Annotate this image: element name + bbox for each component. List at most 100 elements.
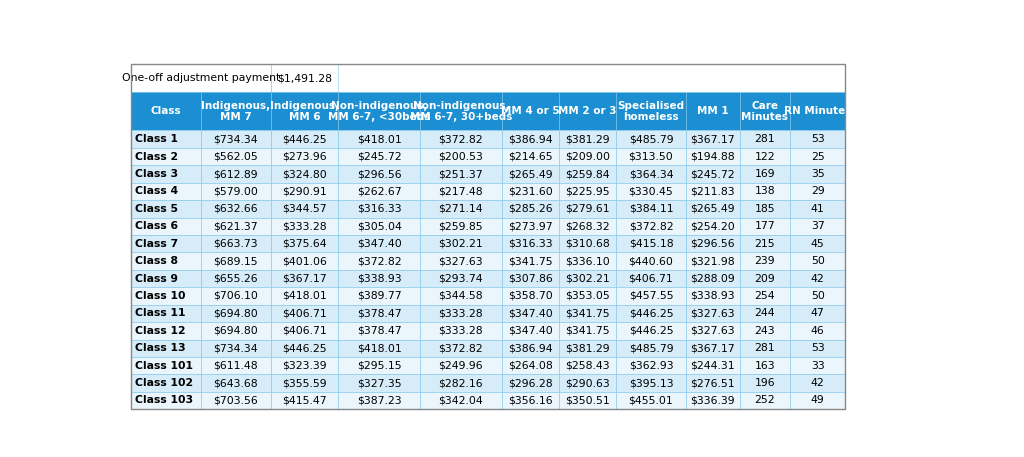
Text: $632.66: $632.66	[214, 204, 258, 214]
Bar	[270, 235, 338, 252]
Bar	[790, 92, 846, 131]
Bar	[270, 374, 338, 392]
Text: $225.95: $225.95	[565, 186, 610, 197]
Bar	[559, 165, 616, 183]
Bar	[131, 357, 201, 374]
Bar	[740, 322, 790, 340]
Text: $244.31: $244.31	[690, 361, 735, 371]
Text: $338.93: $338.93	[690, 291, 735, 301]
Text: Specialised
homeless: Specialised homeless	[617, 101, 685, 122]
Text: $367.17: $367.17	[283, 274, 327, 283]
Bar	[559, 183, 616, 200]
Bar	[686, 165, 740, 183]
Text: 177: 177	[755, 221, 775, 231]
Text: $254.20: $254.20	[690, 221, 735, 231]
Text: 33: 33	[811, 361, 824, 371]
Bar	[686, 322, 740, 340]
Text: Class 102: Class 102	[135, 378, 194, 388]
Bar	[338, 200, 420, 218]
Text: Class 2: Class 2	[135, 152, 178, 162]
Bar	[270, 322, 338, 340]
Text: $296.56: $296.56	[690, 239, 735, 249]
Text: $446.25: $446.25	[629, 308, 674, 319]
Bar	[616, 357, 686, 374]
Text: $655.26: $655.26	[214, 274, 258, 283]
Bar	[201, 131, 270, 148]
Text: $258.43: $258.43	[565, 361, 610, 371]
Text: $372.82: $372.82	[356, 256, 401, 266]
Text: Class 13: Class 13	[135, 343, 185, 353]
Text: $612.89: $612.89	[214, 169, 258, 179]
Bar	[740, 252, 790, 270]
Bar	[338, 305, 420, 322]
Bar	[616, 148, 686, 165]
Bar	[790, 252, 846, 270]
Bar	[559, 200, 616, 218]
Bar	[338, 322, 420, 340]
Text: $362.93: $362.93	[629, 361, 674, 371]
Bar	[790, 270, 846, 287]
Bar	[740, 270, 790, 287]
Bar	[616, 218, 686, 235]
Text: Class 101: Class 101	[135, 361, 194, 371]
Text: One-off adjustment payment: One-off adjustment payment	[122, 73, 281, 83]
Bar	[131, 252, 201, 270]
Bar	[559, 357, 616, 374]
Text: $296.28: $296.28	[508, 378, 553, 388]
Bar	[131, 92, 201, 131]
Bar	[338, 252, 420, 270]
Text: $389.77: $389.77	[356, 291, 401, 301]
Bar	[420, 392, 502, 409]
Bar	[201, 305, 270, 322]
Bar	[790, 235, 846, 252]
Text: $694.80: $694.80	[214, 308, 258, 319]
Text: $211.83: $211.83	[690, 186, 735, 197]
Text: $372.82: $372.82	[438, 343, 483, 353]
Bar	[201, 322, 270, 340]
Bar	[616, 235, 686, 252]
Bar	[740, 165, 790, 183]
Bar	[740, 357, 790, 374]
Text: $316.33: $316.33	[508, 239, 553, 249]
Bar	[420, 357, 502, 374]
Text: 239: 239	[755, 256, 775, 266]
Text: $194.88: $194.88	[690, 152, 735, 162]
Bar	[740, 131, 790, 148]
Bar	[616, 165, 686, 183]
Bar	[201, 392, 270, 409]
Bar	[616, 200, 686, 218]
Text: $406.71: $406.71	[283, 308, 327, 319]
Text: $276.51: $276.51	[690, 378, 735, 388]
Bar	[686, 374, 740, 392]
Bar	[790, 392, 846, 409]
Bar	[420, 305, 502, 322]
Text: $406.71: $406.71	[283, 326, 327, 336]
Text: $1,491.28: $1,491.28	[278, 73, 332, 83]
Bar	[740, 374, 790, 392]
Text: Indigenous,
MM 6: Indigenous, MM 6	[270, 101, 339, 122]
Bar	[270, 392, 338, 409]
Text: $355.59: $355.59	[283, 378, 327, 388]
Bar	[502, 374, 559, 392]
Text: $333.28: $333.28	[283, 221, 327, 231]
Bar	[790, 340, 846, 357]
Text: Class 8: Class 8	[135, 256, 178, 266]
Bar	[270, 357, 338, 374]
Text: Class 11: Class 11	[135, 308, 185, 319]
Bar	[502, 165, 559, 183]
Text: $273.96: $273.96	[283, 152, 327, 162]
Bar	[790, 183, 846, 200]
Bar	[790, 218, 846, 235]
Text: $245.72: $245.72	[690, 169, 735, 179]
Bar	[559, 305, 616, 322]
Bar	[502, 148, 559, 165]
Text: $323.39: $323.39	[283, 361, 327, 371]
Text: $395.13: $395.13	[629, 378, 674, 388]
Text: $415.47: $415.47	[283, 395, 327, 405]
Text: $350.51: $350.51	[565, 395, 610, 405]
Text: RN Minutes: RN Minutes	[784, 106, 851, 117]
Bar	[270, 64, 338, 92]
Bar	[790, 148, 846, 165]
Bar	[616, 305, 686, 322]
Text: $562.05: $562.05	[214, 152, 258, 162]
